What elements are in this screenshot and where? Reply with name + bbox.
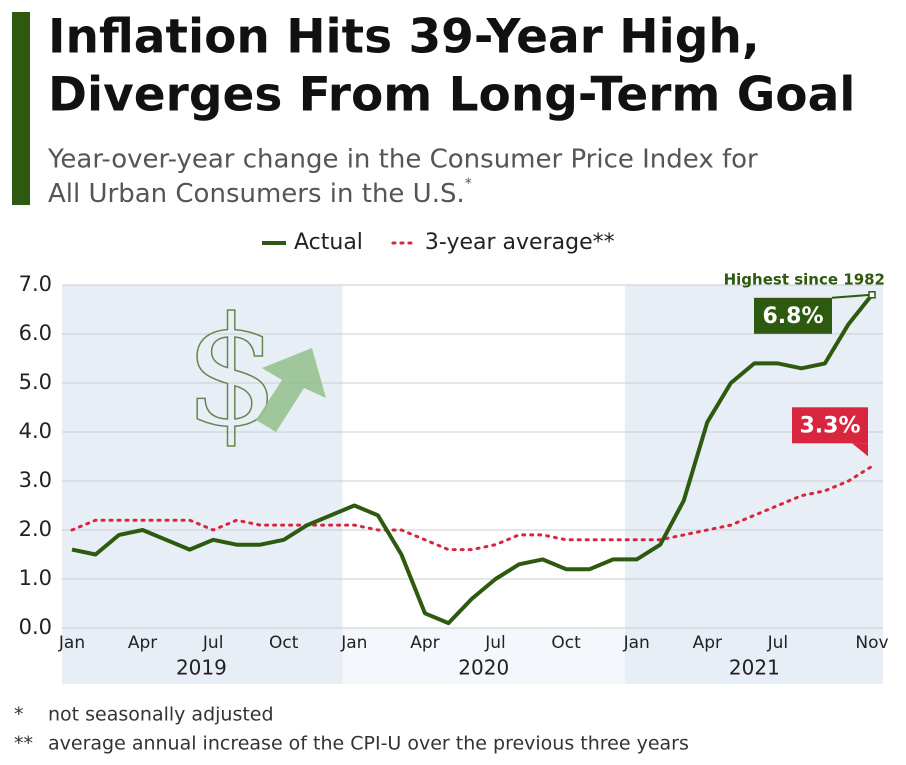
value-label-pointer: [852, 443, 868, 457]
title-bar: [12, 12, 30, 205]
end-marker: [868, 291, 876, 299]
year-band: [624, 285, 883, 628]
value-label: 3.3%: [799, 413, 860, 438]
subtitle: All Urban Consumers in the U.S.*: [48, 176, 472, 209]
y-tick-label: 3.0: [19, 468, 52, 492]
y-tick-label: 0.0: [19, 615, 52, 639]
leader: [831, 293, 873, 299]
series-line: [70, 464, 874, 552]
chart-title: Diverges From Long-Term Goal: [48, 68, 855, 123]
x-tick-label: Apr: [693, 633, 722, 653]
x-tick-label: Jan: [58, 633, 85, 653]
year-label: 2020: [458, 656, 509, 680]
y-tick-label: 1.0: [19, 566, 52, 590]
x-tick-label: Jul: [484, 633, 506, 653]
legend-label: Actual: [294, 230, 363, 255]
subtitle-mark: *: [465, 176, 472, 192]
footnote-mark: *: [14, 704, 24, 726]
x-tick-label: Jan: [340, 633, 367, 653]
year-band: [62, 285, 343, 628]
x-tick-label: Apr: [128, 633, 157, 653]
subtitle-line: All Urban Consumers in the U.S.: [48, 179, 465, 209]
chart-title: Inflation Hits 39-Year High,: [48, 10, 760, 65]
y-tick-label: 5.0: [19, 370, 52, 394]
year-band-axis: [62, 628, 343, 684]
footnote-mark: **: [14, 733, 33, 755]
year-band-axis: [624, 628, 883, 684]
value-label-box: [754, 297, 832, 334]
x-tick-label: Oct: [269, 633, 299, 653]
dollar-icon: $: [184, 285, 326, 461]
y-tick-label: 2.0: [19, 517, 52, 541]
plot: 2019 2020 2021 0.0 1.0 2.0 3.0 4.0 5.0 6.0 7.0 Jan A…: [19, 270, 889, 684]
y-tick-label: 4.0: [19, 419, 52, 443]
legend-label: 3-year average**: [425, 230, 615, 255]
x-tick-label: Oct: [551, 633, 581, 653]
footnote: average annual increase of the CPI-U ove…: [48, 733, 689, 755]
x-tick-label: Jul: [767, 633, 789, 653]
x-tick-label: Apr: [410, 633, 439, 653]
arrow: [256, 348, 326, 432]
x-tick-label: Jul: [202, 633, 224, 653]
x-tick-label: Jan: [623, 633, 650, 653]
year-label: 2019: [176, 656, 227, 680]
annotation: Highest since 1982: [724, 270, 885, 288]
year-label: 2021: [729, 656, 780, 680]
value-label: 6.8%: [762, 304, 823, 329]
series-line: [71, 293, 874, 626]
footnote: not seasonally adjusted: [48, 704, 274, 726]
subtitle: Year-over-year change in the Consumer Pr…: [47, 145, 758, 175]
y-tick-label: 7.0: [19, 272, 52, 296]
value-label-box: [792, 407, 868, 444]
year-band-axis: [342, 628, 625, 684]
dollar-sign: $: [184, 286, 279, 460]
y-tick-label: 6.0: [19, 321, 52, 345]
x-tick-label: Nov: [855, 633, 888, 653]
